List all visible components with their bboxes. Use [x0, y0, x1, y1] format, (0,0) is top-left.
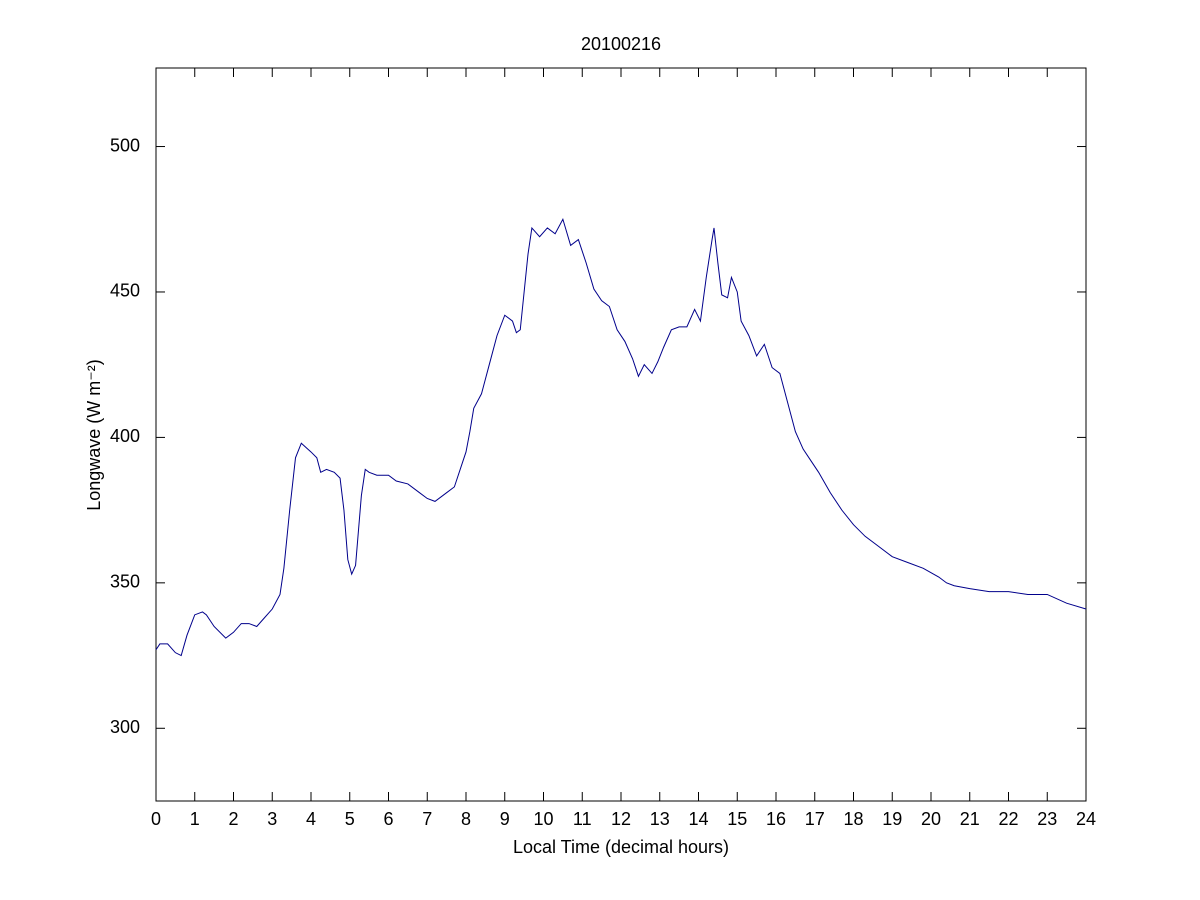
y-tick-label: 300: [110, 717, 140, 737]
x-tick-label: 11: [573, 809, 592, 829]
x-tick-label: 18: [843, 809, 863, 829]
x-tick-label: 3: [267, 809, 277, 829]
x-tick-label: 10: [533, 809, 553, 829]
y-tick-label: 500: [110, 135, 140, 155]
y-tick-label: 400: [110, 426, 140, 446]
x-tick-label: 7: [422, 809, 432, 829]
x-tick-label: 12: [611, 809, 631, 829]
x-tick-label: 6: [383, 809, 393, 829]
x-tick-label: 4: [306, 809, 316, 829]
x-tick-label: 23: [1037, 809, 1057, 829]
y-tick-label: 350: [110, 572, 140, 592]
x-tick-label: 21: [960, 809, 980, 829]
x-axis-label: Local Time (decimal hours): [513, 837, 729, 857]
data-line: [155, 217, 1087, 657]
chart-title: 20100216: [581, 34, 661, 54]
x-tick-label: 19: [882, 809, 902, 829]
x-tick-label: 24: [1076, 809, 1096, 829]
x-tick-label: 17: [805, 809, 825, 829]
y-axis-label: Longwave (W m⁻²): [84, 359, 104, 511]
x-tick-label: 14: [688, 809, 708, 829]
x-tick-label: 5: [345, 809, 355, 829]
x-tick-label: 0: [151, 809, 161, 829]
x-tick-label: 2: [228, 809, 238, 829]
y-tick-label: 450: [110, 281, 140, 301]
x-tick-label: 20: [921, 809, 941, 829]
x-tick-label: 16: [766, 809, 786, 829]
x-tick-label: 22: [998, 809, 1018, 829]
x-tick-label: 9: [500, 809, 510, 829]
x-tick-label: 15: [727, 809, 747, 829]
x-tick-label: 13: [650, 809, 670, 829]
x-tick-label: 8: [461, 809, 471, 829]
x-tick-label: 1: [190, 809, 200, 829]
